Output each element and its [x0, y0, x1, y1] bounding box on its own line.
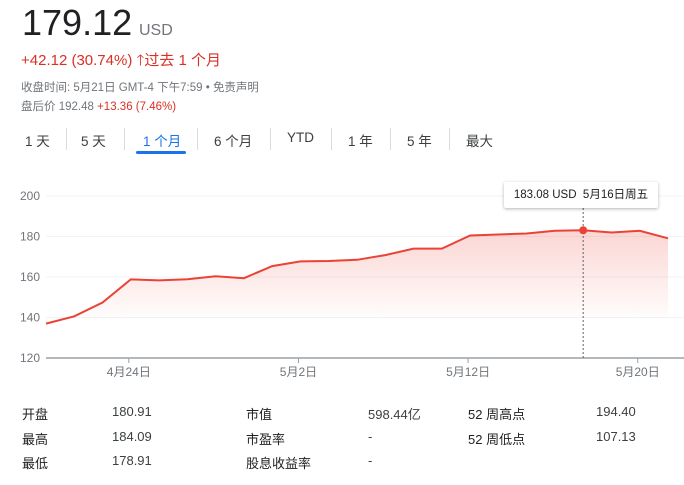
data-point: [464, 229, 476, 241]
data-point: [634, 225, 646, 237]
tab-5-year[interactable]: 5 年: [407, 134, 432, 149]
data-point: [181, 273, 193, 285]
divider: [124, 128, 125, 150]
stat-pe-value: -: [368, 429, 373, 444]
stat-low-value: 178.91: [112, 453, 152, 468]
divider: [270, 128, 271, 150]
data-point: [605, 226, 617, 238]
data-point: [323, 255, 335, 267]
x-tick-label: 5月20日: [616, 365, 660, 379]
data-point: [40, 318, 52, 330]
stat-pe-label: 市盈率: [246, 432, 286, 447]
close-time-label: 收盘时间: 5月21日 GMT-4 下午7:59: [21, 82, 203, 94]
after-hours-price: 192.48: [58, 101, 94, 113]
hover-tooltip: 183.08 USD 5月16日周五: [504, 182, 658, 208]
tab-1-month[interactable]: 1 个月: [143, 134, 182, 149]
stat-mktcap-value: 598.44亿: [368, 407, 421, 422]
after-hours-change: +13.36 (7.46%): [97, 101, 177, 113]
data-point: [351, 254, 363, 266]
stat-open-value: 180.91: [112, 404, 152, 419]
y-tick-label: 140: [20, 311, 40, 325]
tab-max[interactable]: 最大: [466, 134, 493, 149]
tab-1-year[interactable]: 1 年: [348, 134, 373, 149]
data-point: [492, 228, 504, 240]
change-value: +42.12 (30.74%): [21, 52, 133, 69]
divider: [66, 128, 67, 150]
data-point: [97, 297, 109, 309]
y-tick-label: 160: [20, 270, 40, 284]
stat-open-label: 开盘: [22, 407, 49, 422]
data-point: [238, 272, 250, 284]
data-point: [153, 274, 165, 286]
divider: [449, 128, 450, 150]
stat-52w-low-value: 107.13: [596, 429, 636, 444]
y-tick-label: 200: [20, 189, 40, 203]
stat-high-value: 184.09: [112, 429, 152, 444]
stat-mktcap-label: 市值: [246, 407, 273, 422]
data-point: [379, 249, 391, 261]
separator: •: [205, 82, 210, 94]
divider: [331, 128, 332, 150]
x-tick-label: 5月2日: [280, 365, 317, 379]
data-point: [294, 255, 306, 267]
data-point: [408, 243, 420, 255]
data-point: [662, 232, 674, 244]
y-tick-label: 180: [20, 230, 40, 244]
data-point: [521, 227, 533, 239]
price-change: +42.12 (30.74%) 🡑过去 1 个月: [21, 49, 221, 75]
data-point: [549, 225, 561, 237]
change-period: 过去 1 个月: [144, 52, 221, 69]
tab-1-day[interactable]: 1 天: [25, 134, 50, 149]
divider: [197, 128, 198, 150]
current-price: 179.12: [22, 2, 133, 43]
data-point: [436, 243, 448, 255]
highlight-point: [579, 226, 588, 235]
after-hours: 盘后价 192.48 +13.36 (7.46%): [21, 98, 176, 114]
x-tick-label: 4月24日: [107, 365, 151, 379]
stat-52w-low-label: 52 周低点: [468, 432, 526, 447]
data-point: [210, 270, 222, 282]
stat-dividend-value: -: [368, 453, 373, 468]
tab-6-month[interactable]: 6 个月: [214, 134, 253, 149]
x-tick-label: 5月12日: [446, 365, 490, 379]
price-line: [45, 229, 669, 325]
stat-52w-high-value: 194.40: [596, 404, 636, 419]
after-hours-label: 盘后价: [21, 101, 56, 113]
price-chart[interactable]: 120 140 160 180 200 4月24日 5月2日 5月12日 5月20日: [0, 180, 684, 385]
currency: USD: [139, 22, 173, 39]
stat-52w-high-label: 52 周高点: [468, 407, 526, 422]
divider: [390, 128, 391, 150]
data-point: [125, 273, 137, 285]
stat-low-label: 最低: [22, 456, 49, 471]
tooltip-price: 183.08 USD: [513, 189, 577, 201]
price-area: [46, 230, 668, 324]
y-tick-label: 120: [20, 351, 40, 365]
stat-dividend-label: 股息收益率: [246, 456, 312, 471]
tooltip-date: 5月16日周五: [582, 189, 649, 201]
disclaimer-link[interactable]: 免责声明: [212, 82, 259, 94]
data-point: [266, 260, 278, 272]
tab-5-day[interactable]: 5 天: [81, 134, 106, 149]
close-time: 收盘时间: 5月21日 GMT-4 下午7:59 • 免责声明: [21, 79, 259, 95]
active-tab-indicator: [136, 151, 186, 154]
arrow-up-icon: 🡑: [136, 52, 145, 69]
stat-high-label: 最高: [22, 432, 49, 447]
tab-ytd[interactable]: YTD: [287, 130, 314, 145]
data-point: [68, 310, 80, 322]
